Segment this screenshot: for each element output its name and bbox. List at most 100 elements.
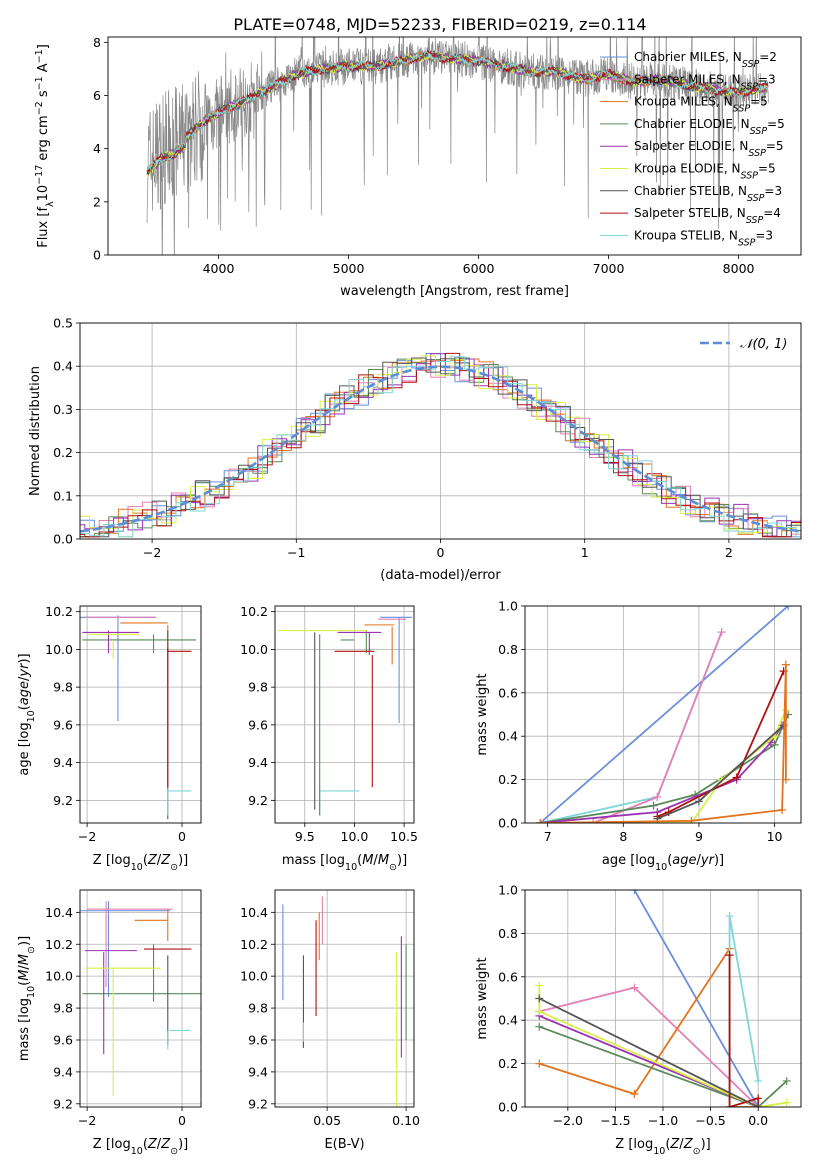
x-axis-label: age [log10(age/yr)] — [602, 853, 724, 873]
label-part: 10 — [655, 862, 667, 873]
label-part: −1 — [34, 76, 45, 90]
x-tick-label: 8000 — [723, 261, 755, 276]
label-part: Salpeter ELODIE, N — [634, 139, 748, 153]
y-tick-label: 0.0 — [498, 1100, 518, 1115]
y-axis-label: mass [log10(M/M⊙)] — [17, 936, 37, 1061]
label-part: SSP — [738, 237, 756, 248]
y-tick-label: 0.6 — [498, 685, 518, 700]
figure-title: PLATE=0748, MJD=52233, FIBERID=0219, z=0… — [233, 15, 646, 34]
weight-point-salpeter_miles — [653, 792, 662, 801]
panel-age_vs_mass: 9.5 10.0 10.5 9.2 9.4 9.6 9.8 10.0 10.2 mass [log… — [240, 604, 418, 872]
y-tick-label: 4 — [93, 141, 101, 156]
weight-point-chabrier_elodie — [782, 1076, 791, 1085]
x-tick-label: 0.0 — [748, 1113, 768, 1128]
x-tick-label: 0 — [178, 829, 186, 844]
label-part: SSP — [747, 192, 765, 203]
y-tick-label: 9.6 — [248, 717, 268, 732]
label-part: 10 — [131, 862, 143, 873]
y-tick-label: 0.4 — [498, 729, 518, 744]
label-part: SSP — [746, 215, 764, 226]
model-spectrum-kroupa_stelib — [147, 50, 769, 171]
label-part: SSP — [733, 103, 751, 114]
label-part: / — [157, 853, 162, 868]
label-part: mass [log — [282, 853, 345, 868]
y-tick-label: 9.6 — [248, 1032, 268, 1047]
panel-residuals: −2 −1 0 1 2 0.0 0.1 0.2 0.3 0.4 0.5 𝒩(0, 1) (data-mo… — [28, 316, 802, 583]
label-part: / — [17, 676, 32, 681]
legend-entry: Salpeter STELIB, NSSP=4 — [634, 206, 781, 226]
x-tick-label: 0.10 — [392, 1113, 420, 1128]
axes-frame — [79, 322, 802, 540]
weight-point-kroupa_miles — [536, 819, 545, 823]
y-tick-label: 10.2 — [240, 937, 268, 952]
label-part: yr — [17, 662, 32, 678]
label-part: =5 — [767, 117, 785, 131]
model-spectrum-salpeter_stelib — [146, 48, 769, 175]
label-part: Kroupa ELODIE, N — [634, 162, 741, 176]
y-tick-label: 0.0 — [53, 532, 73, 547]
weight-line-kroupa_stelib — [728, 915, 760, 1107]
x-tick-label: −1.5 — [600, 1113, 630, 1128]
y-axis-label: Flux [fλ10−17 erg cm−2 s−1 A−1] — [34, 44, 56, 248]
legend-entry: 𝒩(0, 1) — [740, 337, 787, 352]
y-tick-label: 0.3 — [53, 402, 73, 417]
x-tick-label: 6000 — [463, 261, 495, 276]
axes-frame — [524, 605, 802, 824]
weight-point-kroupa_elodie — [535, 981, 544, 990]
x-tick-label: 0 — [178, 1113, 186, 1128]
weight-point-salpeter_stelib — [732, 773, 741, 782]
x-tick-label: 9.5 — [295, 829, 315, 844]
weight-point-chabrier_stelib — [694, 797, 703, 806]
y-axis-label: Normed distribution — [28, 366, 43, 496]
weight-point-chabrier_stelib — [535, 994, 544, 1003]
y-tick-label: 10.0 — [45, 642, 73, 657]
x-tick-label: −2 — [78, 829, 96, 844]
y-tick-label: 0.8 — [498, 642, 518, 657]
weight-point-salpeter_stelib — [754, 1094, 763, 1103]
label-part: Chabrier STELIB, N — [634, 184, 747, 198]
label-part: ( — [357, 853, 362, 868]
x-tick-label: −2.0 — [553, 1113, 583, 1128]
weight-point-chabrier_elodie — [535, 1022, 544, 1031]
label-part: )] — [178, 853, 188, 868]
label-part: age [log — [17, 722, 32, 775]
weight-line-salpeter_stelib — [728, 955, 760, 1107]
y-tick-label: 9.8 — [53, 680, 73, 695]
weight-line-salpeter_stelib — [656, 670, 785, 818]
legend-entry: Chabrier MILES, NSSP=2 — [634, 50, 777, 70]
weight-point-kroupa_miles — [781, 660, 790, 669]
label-part: ⊙ — [26, 946, 37, 954]
label-part: SSP — [748, 148, 766, 159]
x-tick-label: −2 — [78, 1113, 96, 1128]
y-tick-label: 9.4 — [53, 1064, 73, 1079]
label-part: =5 — [766, 139, 784, 153]
y-tick-label: 0.4 — [53, 359, 73, 374]
legend-entry: Kroupa ELODIE, NSSP=5 — [634, 162, 776, 182]
x-tick-label: 4000 — [203, 261, 235, 276]
label-part: Z [log — [615, 1137, 653, 1152]
y-tick-label: 0.0 — [498, 816, 518, 831]
panel-mass_vs_ebv: 0.05 0.10 9.2 9.4 9.6 9.8 10.0 10.2 10.4 E(B-V) — [240, 889, 420, 1152]
x-tick-label: 1 — [581, 545, 589, 560]
label-part: )] — [17, 936, 32, 946]
label-part: )] — [17, 653, 32, 663]
label-part: 10 — [26, 986, 37, 998]
axes-frame — [524, 889, 802, 1108]
label-part: / — [17, 965, 32, 970]
x-axis-label: wavelength [Angstrom, rest frame] — [340, 284, 569, 299]
label-part: M — [362, 853, 373, 868]
y-tick-label: 9.4 — [248, 1064, 268, 1079]
label-part: SSP — [750, 125, 768, 136]
y-tick-label: 10.2 — [45, 604, 73, 619]
y-tick-label: 9.6 — [53, 717, 73, 732]
label-part: =5 — [750, 95, 768, 109]
y-tick-label: 0.6 — [498, 969, 518, 984]
label-part: Flux [f — [36, 207, 51, 248]
label-part: ⊙ — [170, 862, 178, 873]
x-tick-label: −2 — [143, 545, 161, 560]
label-part: E(B-V) — [324, 1137, 364, 1152]
normal-curve — [79, 365, 802, 533]
y-tick-label: 9.8 — [248, 680, 268, 695]
